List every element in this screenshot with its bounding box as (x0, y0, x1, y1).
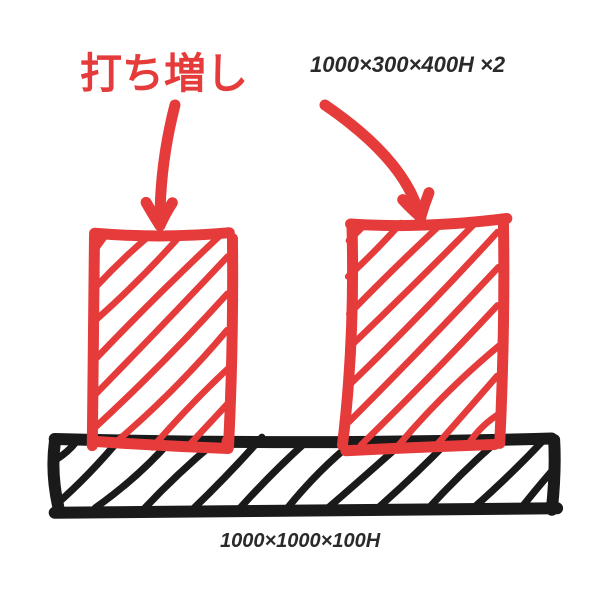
diagram-canvas: 打ち増し 1000×300×400H ×2 1000×1000×100H (0, 0, 600, 600)
sketch-svg (0, 0, 600, 600)
